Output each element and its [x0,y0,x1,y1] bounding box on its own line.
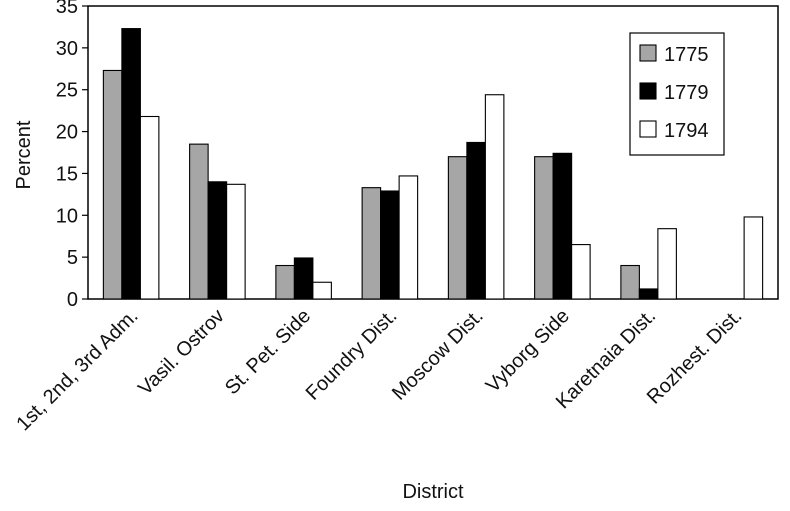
bar-1775 [620,264,640,300]
bar-1779 [207,181,228,300]
y-tick-label: 20 [56,122,78,144]
legend-swatch-1775 [639,44,657,62]
bar-1779 [552,152,573,300]
bar-1794 [398,175,419,300]
x-tick-label: 1st, 2nd, 3rd Adm. [12,305,142,435]
bar-1779 [466,141,486,300]
bar-1779 [380,190,400,300]
y-tick-label: 0 [67,289,78,311]
bar-1794 [657,228,677,300]
legend: 1775 1779 1794 [629,32,725,156]
legend-swatch-1794 [639,120,657,138]
bar-1794 [571,244,591,300]
y-tick-label: 35 [56,0,78,18]
bars [102,28,764,300]
y-tick-label: 15 [56,163,78,185]
legend-label-1779: 1779 [664,82,709,104]
bar-1794 [226,183,246,300]
y-tick-label: 5 [67,247,78,269]
bar-1779 [638,288,659,300]
x-tick-label: Moscow Dist. [388,305,488,405]
x-tick-label: Vasil. Ostrov [134,305,229,400]
bar-1794 [139,115,160,300]
x-tick-label: St. Pet. Side [221,305,315,399]
legend-label-1794: 1794 [664,120,709,142]
y-axis: 0 5 10 15 20 25 30 35 [56,0,88,311]
bar-1775 [189,143,209,300]
bar-1775 [102,69,123,300]
bar-1794 [312,281,332,300]
x-axis-title: District [402,481,464,503]
y-tick-label: 30 [56,38,78,60]
bar-1779 [293,257,314,300]
bar-1779 [121,28,141,300]
legend-label-1775: 1775 [664,44,709,66]
y-tick-label: 25 [56,80,78,102]
bar-1775 [275,264,295,300]
x-tick-label: Vyborg Side [482,305,574,397]
bar-1775 [447,156,468,300]
x-tick-label: Foundry Dist. [302,305,402,405]
bar-1775 [361,187,382,300]
y-tick-label: 10 [56,205,78,227]
bar-1794 [484,94,505,300]
bar-1794 [743,216,764,300]
legend-swatch-1779 [639,82,657,100]
y-axis-title: Percent [13,120,35,189]
bar-1775 [534,156,554,300]
